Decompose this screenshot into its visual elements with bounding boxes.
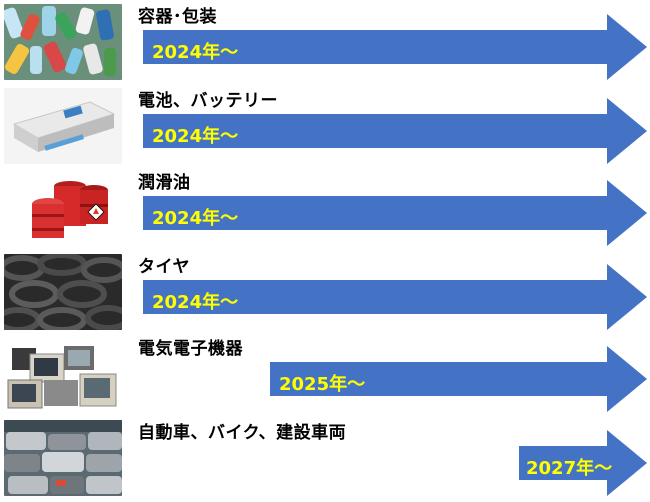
start-year-label: 2024年～ [152, 42, 239, 63]
row-batteries: 電池、バッテリー 2024年～ [0, 84, 650, 166]
start-year-label: 2024年～ [152, 292, 239, 313]
row-tires: タイヤ 2024年～ [0, 250, 650, 332]
battery-pack-image [4, 88, 122, 164]
timeline-arrow [143, 98, 647, 164]
row-containers-packaging: 容器･包装 2024年～ [0, 0, 650, 82]
timeline-arrow [519, 430, 647, 496]
row-electronics: 電気電子機器 2025年～ [0, 332, 650, 414]
category-label: タイヤ [138, 257, 190, 277]
start-year-label: 2027年～ [526, 458, 613, 479]
start-year-label: 2025年～ [279, 374, 366, 395]
electronics-waste-image [4, 336, 122, 412]
timeline-arrow [270, 346, 647, 412]
row-vehicles: 自動車、バイク、建設車両 2027年～ [0, 416, 650, 498]
plastic-bottles-image [4, 4, 122, 80]
scrapped-cars-image [4, 420, 122, 496]
category-label: 潤滑油 [138, 173, 191, 193]
timeline-arrow [143, 264, 647, 330]
start-year-label: 2024年～ [152, 208, 239, 229]
category-label: 電気電子機器 [138, 339, 243, 359]
category-label: 電池、バッテリー [138, 91, 278, 111]
tires-image [4, 254, 122, 330]
oil-drums-image [4, 170, 122, 246]
timeline-arrow [143, 180, 647, 246]
category-label: 自動車、バイク、建設車両 [138, 423, 347, 443]
timeline-arrow [143, 14, 647, 80]
start-year-label: 2024年～ [152, 126, 239, 147]
category-label: 容器･包装 [138, 7, 217, 27]
row-lubricating-oil: 潤滑油 2024年～ [0, 166, 650, 248]
